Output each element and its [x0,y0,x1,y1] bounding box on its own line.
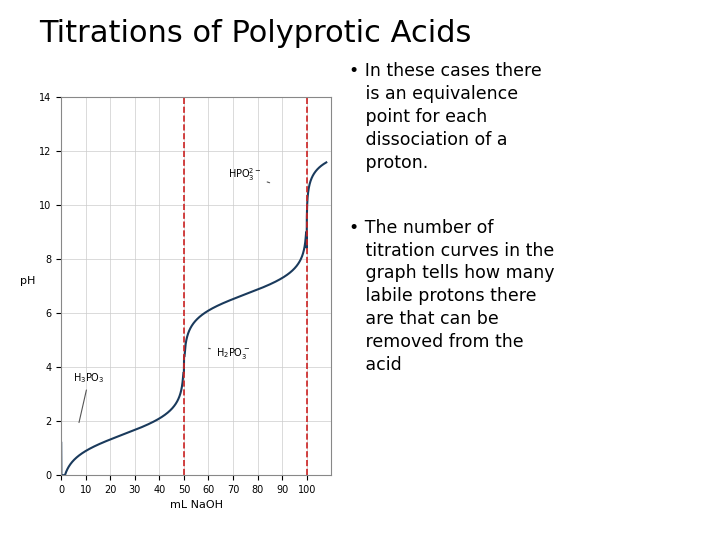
Text: • The number of
   titration curves in the
   graph tells how many
   labile pro: • The number of titration curves in the … [349,219,554,374]
Text: • In these cases there
   is an equivalence
   point for each
   dissociation of: • In these cases there is an equivalence… [349,62,542,172]
Text: $\mathrm{HPO_3^{2-}}$: $\mathrm{HPO_3^{2-}}$ [228,166,270,183]
Text: $\mathrm{H_2PO_3^-}$: $\mathrm{H_2PO_3^-}$ [209,346,250,361]
X-axis label: mL NaOH: mL NaOH [170,501,222,510]
Text: $\mathrm{H_3PO_3}$: $\mathrm{H_3PO_3}$ [73,370,105,422]
Text: Titrations of Polyprotic Acids: Titrations of Polyprotic Acids [40,19,472,48]
Y-axis label: pH: pH [20,276,36,286]
